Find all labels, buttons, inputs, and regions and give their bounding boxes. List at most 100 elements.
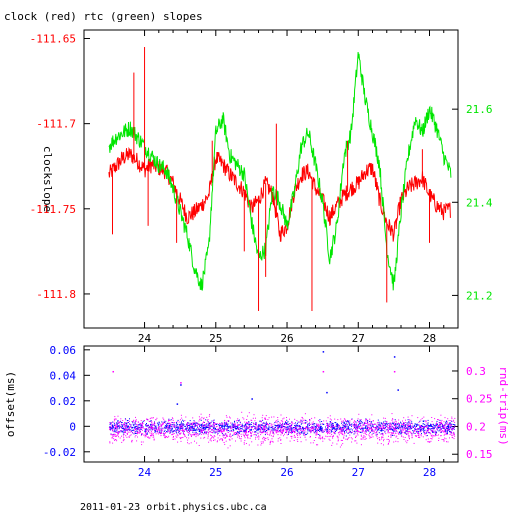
bottom-point-magenta bbox=[236, 434, 238, 436]
bottom-point-blue bbox=[295, 425, 297, 427]
bottom-point-magenta bbox=[248, 422, 250, 424]
bottom-point-blue bbox=[151, 425, 153, 427]
bottom-point-magenta bbox=[289, 427, 291, 429]
bottom-point-magenta bbox=[282, 433, 283, 435]
bottom-point-magenta bbox=[115, 426, 117, 428]
bottom-point-magenta bbox=[258, 425, 260, 427]
bottom-point-blue bbox=[435, 424, 437, 426]
bottom-point-magenta bbox=[174, 425, 176, 427]
bottom-point-magenta bbox=[321, 431, 323, 433]
bottom-point-blue bbox=[307, 424, 309, 426]
bottom-point-magenta bbox=[191, 434, 193, 436]
bottom-point-magenta bbox=[442, 425, 444, 426]
bottom-point-blue bbox=[349, 432, 351, 434]
bottom-point-magenta bbox=[339, 446, 341, 448]
bottom-point-blue bbox=[343, 425, 345, 427]
bottom-point-blue bbox=[305, 422, 307, 424]
bottom-point-magenta bbox=[451, 418, 453, 420]
bottom-point-blue bbox=[307, 425, 309, 427]
bottom-point-blue bbox=[282, 423, 284, 425]
bottom-point-magenta bbox=[131, 441, 133, 443]
bottom-point-magenta bbox=[163, 434, 165, 436]
bottom-point-magenta bbox=[145, 435, 146, 436]
bottom-point-blue bbox=[443, 425, 445, 427]
bottom-point-blue bbox=[409, 427, 411, 429]
bottom-point-blue bbox=[449, 431, 451, 432]
bottom-point-magenta bbox=[232, 425, 234, 427]
bottom-point-magenta bbox=[447, 421, 449, 423]
bottom-point-blue bbox=[353, 431, 355, 432]
bottom-point-magenta bbox=[300, 419, 302, 421]
bottom-point-magenta bbox=[277, 429, 279, 431]
bottom-point-magenta bbox=[454, 417, 456, 419]
bottom-point-magenta bbox=[369, 423, 371, 425]
bottom-point-magenta bbox=[262, 440, 264, 442]
bottom-point-blue bbox=[136, 430, 138, 432]
bottom-point-magenta bbox=[125, 435, 127, 437]
bottom-point-blue bbox=[437, 423, 438, 425]
bottom-point-magenta bbox=[169, 432, 171, 434]
bottom-point-magenta bbox=[325, 428, 326, 430]
bottom-point-magenta bbox=[334, 429, 336, 431]
bottom-point-magenta bbox=[447, 418, 449, 420]
top-y-left-tick-label: -111.65 bbox=[30, 33, 76, 46]
bottom-point-magenta bbox=[397, 441, 399, 443]
bottom-point-magenta bbox=[211, 429, 213, 431]
top-panel: 24 25 26 27 28-111.65-111.7-111.75-111.821.6… bbox=[30, 29, 493, 345]
bottom-point-magenta bbox=[309, 429, 311, 431]
bottom-point-blue bbox=[378, 423, 380, 425]
bottom-point-blue bbox=[445, 421, 447, 423]
bottom-point-blue bbox=[238, 432, 240, 434]
bottom-point-magenta bbox=[351, 441, 353, 443]
bottom-point-magenta bbox=[157, 429, 159, 431]
bottom-point-magenta bbox=[402, 436, 404, 438]
bottom-point-magenta bbox=[297, 429, 299, 431]
bottom-point-magenta bbox=[414, 427, 416, 429]
bottom-point-magenta bbox=[195, 434, 197, 436]
bottom-point-blue bbox=[156, 422, 158, 424]
bottom-point-blue bbox=[235, 428, 237, 430]
bottom-point-magenta bbox=[193, 427, 195, 428]
bottom-point-magenta bbox=[309, 429, 311, 431]
bottom-point-magenta bbox=[173, 422, 175, 424]
bottom-point-magenta bbox=[282, 427, 284, 429]
bottom-point-blue bbox=[341, 430, 343, 432]
bottom-point-magenta bbox=[338, 434, 340, 436]
bottom-point-magenta bbox=[360, 435, 362, 437]
bottom-outlier-magenta bbox=[112, 370, 114, 373]
bottom-point-magenta bbox=[109, 422, 111, 423]
bottom-point-magenta bbox=[116, 432, 118, 433]
bottom-point-magenta bbox=[186, 423, 188, 425]
bottom-point-magenta bbox=[437, 426, 439, 427]
bottom-point-magenta bbox=[119, 426, 121, 428]
bottom-point-blue bbox=[378, 432, 380, 434]
bottom-point-blue bbox=[238, 427, 240, 429]
bottom-point-magenta bbox=[129, 427, 130, 429]
bottom-point-blue bbox=[335, 422, 337, 424]
bottom-point-blue bbox=[133, 433, 135, 435]
bottom-point-blue bbox=[191, 426, 193, 427]
bottom-point-magenta bbox=[208, 427, 210, 429]
bottom-point-magenta bbox=[193, 434, 195, 436]
bottom-point-blue bbox=[370, 422, 372, 424]
bottom-point-magenta bbox=[333, 426, 335, 428]
bottom-point-magenta bbox=[234, 432, 236, 434]
bottom-point-magenta bbox=[376, 429, 378, 431]
bottom-point-magenta bbox=[262, 429, 264, 431]
bottom-point-magenta bbox=[285, 430, 287, 432]
bottom-point-blue bbox=[165, 425, 167, 427]
bottom-point-magenta bbox=[353, 427, 355, 429]
bottom-point-magenta bbox=[393, 428, 395, 430]
bottom-point-magenta bbox=[373, 426, 374, 428]
bottom-point-blue bbox=[278, 430, 280, 432]
bottom-point-magenta bbox=[147, 430, 149, 432]
bottom-point-blue bbox=[393, 423, 395, 425]
bottom-point-magenta bbox=[129, 424, 131, 426]
bottom-point-magenta bbox=[368, 434, 370, 436]
bottom-point-magenta bbox=[358, 413, 360, 415]
bottom-point-magenta bbox=[233, 423, 235, 425]
bottom-point-magenta bbox=[241, 430, 243, 432]
bottom-point-blue bbox=[189, 428, 191, 430]
bottom-point-blue bbox=[347, 428, 349, 430]
bottom-point-blue bbox=[303, 428, 304, 430]
